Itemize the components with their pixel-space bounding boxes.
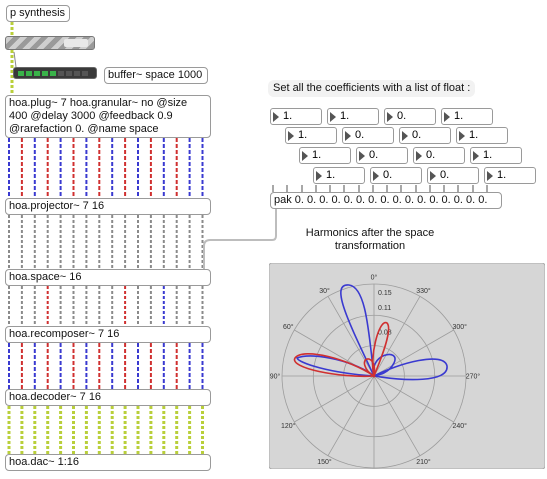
nb-2-2[interactable]: 0.: [413, 147, 465, 164]
control-cord[interactable]: [203, 209, 277, 269]
hoa-dac-object[interactable]: hoa.dac~ 1:16: [5, 454, 211, 471]
angle-label: 210°: [416, 458, 431, 466]
angle-label: 150°: [317, 458, 332, 466]
harmonic-curve-red: [294, 353, 377, 378]
scope-grid: [281, 283, 467, 469]
harmonics-scope[interactable]: 0°30°60°90°120°150°180°210°240°270°300°3…: [269, 263, 545, 469]
synthesis-subpatch[interactable]: p synthesis: [6, 5, 70, 22]
hoa-decoder-object[interactable]: hoa.decoder~ 7 16: [5, 389, 211, 406]
hoa-projector-object[interactable]: hoa.projector~ 7 16: [5, 198, 211, 215]
gain-slider[interactable]: [5, 36, 95, 50]
nb-3-1[interactable]: 0.: [370, 167, 422, 184]
scope-radius-labels: 0.15 0.11 0.08: [378, 290, 392, 337]
angle-label: 0°: [371, 274, 378, 282]
level-meter: [13, 67, 97, 79]
angle-label: 60°: [283, 323, 294, 331]
angle-label: 330°: [416, 287, 431, 295]
nb-1-1[interactable]: 0.: [342, 127, 394, 144]
nb-0-0[interactable]: 1.: [270, 108, 322, 125]
coefficients-comment: Set all the coefficients with a list of …: [268, 80, 476, 97]
nb-3-2[interactable]: 0.: [427, 167, 479, 184]
nb-2-0[interactable]: 1.: [299, 147, 351, 164]
harmonics-comment: Harmonics after the space transformation: [305, 227, 435, 252]
harmonic-curve-red-2: [371, 322, 390, 379]
hoa-plug-object[interactable]: hoa.plug~ 7 hoa.granular~ no @size 400 @…: [5, 95, 211, 138]
nb-2-3[interactable]: 1.: [470, 147, 522, 164]
nb-3-0[interactable]: 1.: [313, 167, 365, 184]
pak-object[interactable]: pak 0. 0. 0. 0. 0. 0. 0. 0. 0. 0. 0. 0. …: [270, 192, 502, 209]
nb-3-3[interactable]: 1.: [484, 167, 536, 184]
nb-0-2[interactable]: 0.: [384, 108, 436, 125]
radius-label: 0.11: [378, 305, 391, 312]
nb-0-1[interactable]: 1.: [327, 108, 379, 125]
audio-cord[interactable]: [13, 51, 17, 68]
harmonic-curve-red-3: [363, 358, 376, 378]
angle-label: 240°: [452, 422, 467, 430]
scope-harmonic-curves: [294, 284, 448, 381]
angle-label: 270°: [466, 373, 481, 381]
angle-label: 300°: [452, 323, 467, 331]
nb-0-3[interactable]: 1.: [441, 108, 493, 125]
gain-slider-knob[interactable]: [64, 39, 88, 47]
nb-1-0[interactable]: 1.: [285, 127, 337, 144]
hoa-space-object[interactable]: hoa.space~ 16: [5, 269, 211, 286]
angle-label: 120°: [281, 422, 296, 430]
radius-label: 0.15: [378, 290, 392, 297]
nb-1-3[interactable]: 1.: [456, 127, 508, 144]
buffer-object[interactable]: buffer~ space 1000: [104, 67, 208, 84]
harmonic-curve-blue: [340, 284, 375, 377]
nb-1-2[interactable]: 0.: [399, 127, 451, 144]
hoa-recomposer-object[interactable]: hoa.recomposer~ 7 16: [5, 326, 211, 343]
angle-label: 30°: [319, 287, 330, 295]
radius-label: 0.08: [378, 330, 392, 337]
harmonic-curve-blue-3: [372, 353, 396, 377]
scope-angle-labels: 0°30°60°90°120°150°180°210°240°270°300°3…: [270, 274, 481, 467]
nb-2-1[interactable]: 0.: [356, 147, 408, 164]
harmonic-curve-blue-2: [371, 358, 448, 381]
angle-label: 90°: [270, 373, 281, 381]
